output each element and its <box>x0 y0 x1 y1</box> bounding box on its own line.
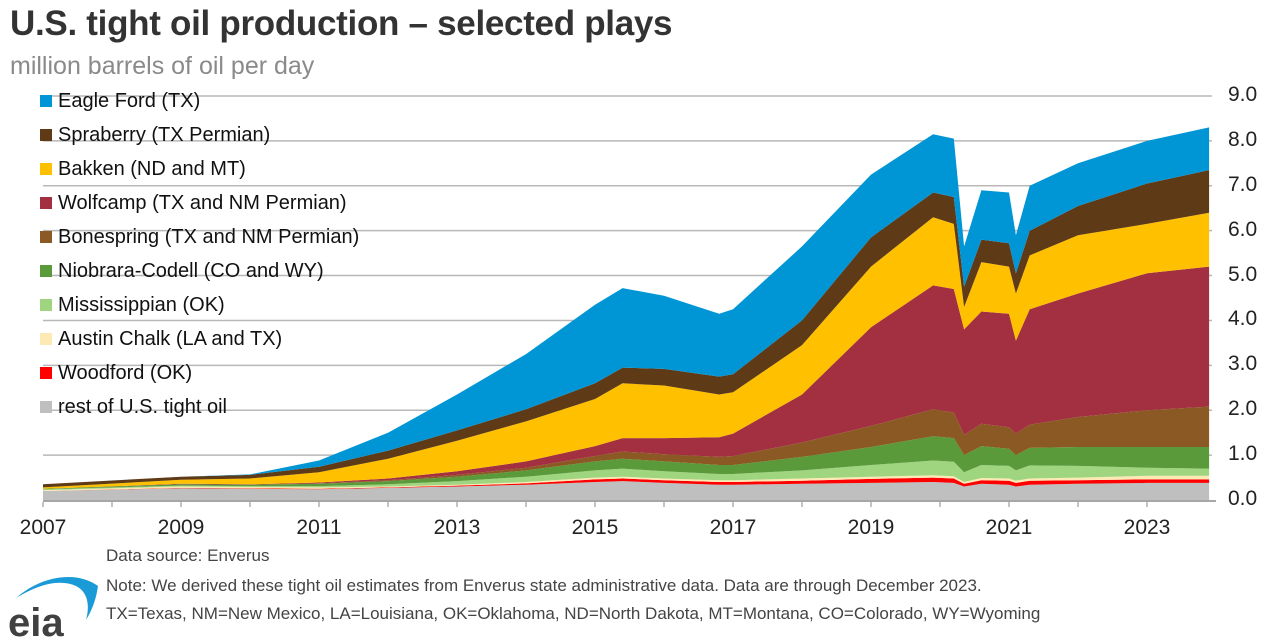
y-tick-label: 8.0 <box>1228 127 1258 151</box>
legend-item-niobrara: Niobrara-Codell (CO and WY) <box>40 256 324 286</box>
legend-item-spraberry: Spraberry (TX Permian) <box>40 120 270 150</box>
abbreviations-note: TX=Texas, NM=New Mexico, LA=Louisiana, O… <box>106 604 1041 623</box>
y-tick-label: 9.0 <box>1228 83 1258 106</box>
area-rest-of-u-s-tight-oil <box>43 481 1210 500</box>
x-tick-label: 2023 <box>1123 516 1171 539</box>
x-tick-label: 2021 <box>985 516 1033 539</box>
footnote: Note: We derived these tight oil estimat… <box>106 576 982 595</box>
area-eagle-ford-tx <box>43 127 1210 485</box>
area-bakken-nd-and-mt <box>43 212 1210 489</box>
chart-subtitle: million barrels of oil per day <box>10 52 315 80</box>
area-mississippian-ok <box>43 460 1210 491</box>
x-axis <box>42 500 1216 507</box>
legend-label: Mississippian (OK) <box>58 293 225 316</box>
y-tick-label: 3.0 <box>1228 352 1258 376</box>
x-tick-label: 2007 <box>19 516 67 539</box>
y-tick-label: 2.0 <box>1228 397 1258 421</box>
area-spraberry-tx-permian <box>43 170 1210 488</box>
area-austin-chalk-la-and-tx <box>43 475 1210 491</box>
legend-item-mississippian: Mississippian (OK) <box>40 290 225 320</box>
area-wolfcamp-tx-and-nm-permian <box>43 266 1210 489</box>
x-tick-label: 2011 <box>296 516 342 539</box>
eia-logo: eia <box>8 576 98 640</box>
y-tick-label: 0.0 <box>1228 487 1258 510</box>
legend-label: Niobrara-Codell (CO and WY) <box>58 259 324 282</box>
legend-label: Bonespring (TX and NM Permian) <box>58 225 360 248</box>
legend-swatch <box>40 231 52 243</box>
legend-swatch <box>40 265 52 277</box>
area-niobrara-codell-co-and-wy <box>43 436 1210 490</box>
y-tick-label: 4.0 <box>1228 307 1258 331</box>
legend-swatch <box>40 299 52 311</box>
legend-item-bonespring: Bonespring (TX and NM Permian) <box>40 222 359 252</box>
x-tick-label: 2015 <box>571 516 619 539</box>
logo-text: eia <box>8 601 64 640</box>
legend-label: Woodford (OK) <box>58 361 193 384</box>
legend-label: Austin Chalk (LA and TX) <box>58 327 283 350</box>
legend-swatch <box>40 163 52 175</box>
y-tick-label: 6.0 <box>1228 217 1258 241</box>
legend-label: Eagle Ford (TX) <box>58 89 201 112</box>
stacked-areas <box>43 127 1210 500</box>
legend-item-wolfcamp: Wolfcamp (TX and NM Permian) <box>40 188 347 218</box>
legend-label: rest of U.S. tight oil <box>58 395 227 418</box>
y-tick-label: 5.0 <box>1228 262 1258 286</box>
x-tick-label: 2017 <box>709 516 757 539</box>
legend-item-rest: rest of U.S. tight oil <box>40 392 227 422</box>
legend-swatch <box>40 367 52 379</box>
x-tick-label: 2013 <box>433 516 481 539</box>
chart-title: U.S. tight oil production – selected pla… <box>10 4 673 43</box>
legend-swatch <box>40 401 52 413</box>
legend-swatch <box>40 129 52 141</box>
area-bonespring-tx-and-nm-permian <box>43 406 1210 489</box>
data-source: Data source: Enverus <box>106 546 270 565</box>
area-woodford-ok <box>43 477 1210 491</box>
legend-item-bakken: Bakken (ND and MT) <box>40 154 246 184</box>
legend-swatch <box>40 197 52 209</box>
legend-item-austin-chalk: Austin Chalk (LA and TX) <box>40 324 282 354</box>
legend-label: Bakken (ND and MT) <box>58 157 246 180</box>
legend-label: Spraberry (TX Permian) <box>58 123 271 146</box>
legend-item-eagle-ford: Eagle Ford (TX) <box>40 86 200 116</box>
y-tick-label: 1.0 <box>1228 442 1258 466</box>
legend-item-woodford: Woodford (OK) <box>40 358 192 388</box>
x-tick-label: 2019 <box>847 516 895 539</box>
logo-swoosh-icon <box>16 576 98 620</box>
y-tick-label: 7.0 <box>1228 172 1258 196</box>
legend-swatch <box>40 333 52 345</box>
legend-label: Wolfcamp (TX and NM Permian) <box>58 191 347 214</box>
x-tick-label: 2009 <box>157 516 205 539</box>
legend-swatch <box>40 95 52 107</box>
